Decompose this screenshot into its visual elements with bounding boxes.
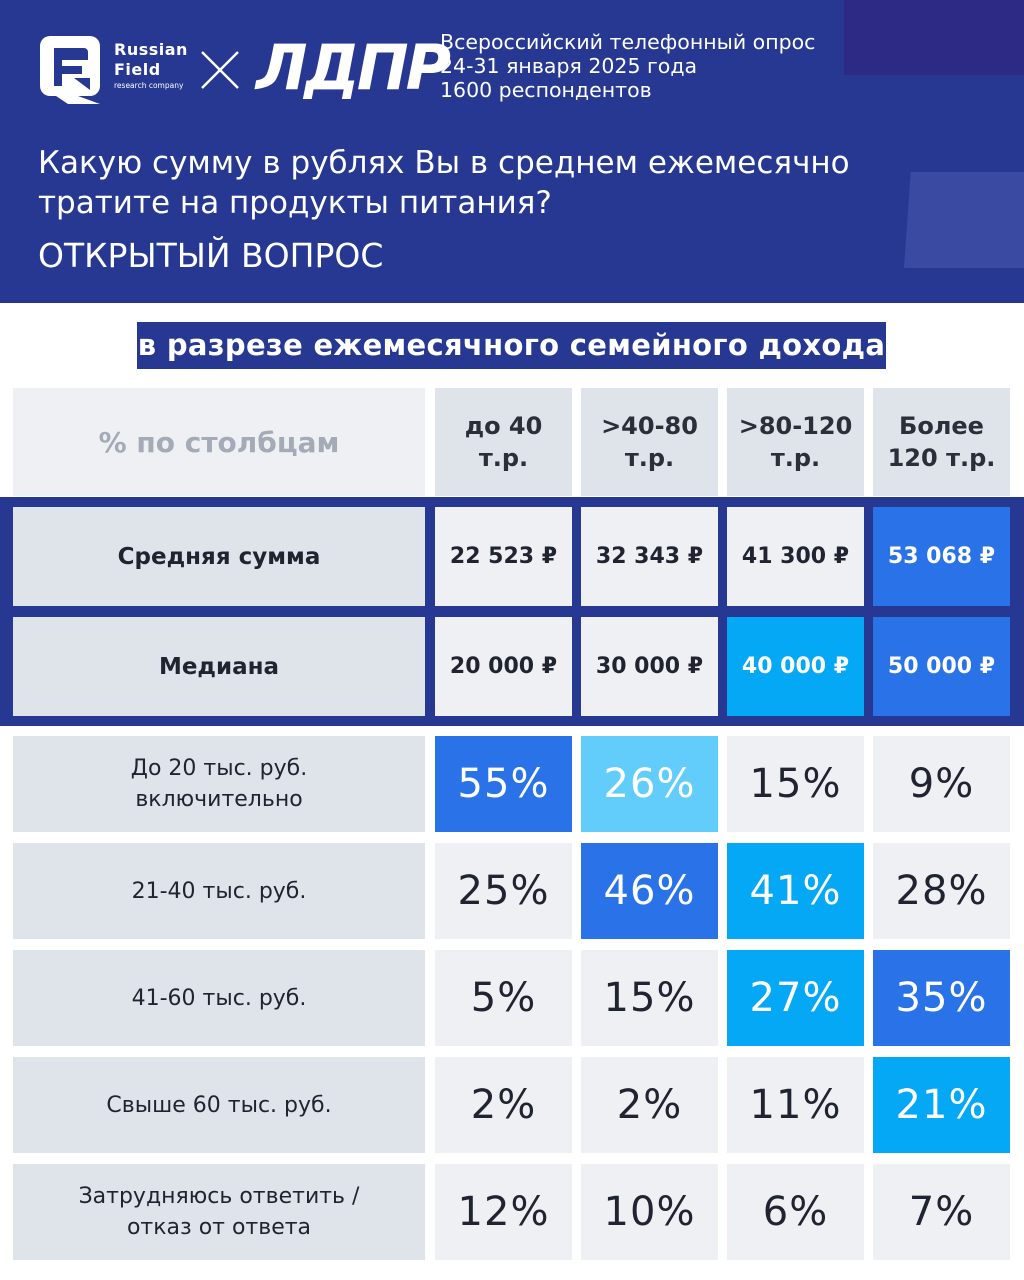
table-cell: 15%	[727, 736, 864, 832]
table-cell: 11%	[727, 1057, 864, 1153]
table-cell: 15%	[581, 950, 718, 1046]
table-cell: 30 000 ₽	[581, 617, 718, 716]
row-label: До 20 тыс. руб. включительно	[13, 736, 425, 832]
table-cell: 2%	[581, 1057, 718, 1153]
question-line: Какую сумму в рублях Вы в среднем ежемес…	[38, 145, 850, 181]
table-cell: 40 000 ₽	[727, 617, 864, 716]
cross-icon	[201, 51, 239, 89]
table-cell: 53 068 ₽	[873, 507, 1010, 606]
table-cell: 55%	[435, 736, 572, 832]
table-cell: 28%	[873, 843, 1010, 939]
table-cell: 12%	[435, 1164, 572, 1260]
table-cell: 41 300 ₽	[727, 507, 864, 606]
table-cell: 41%	[727, 843, 864, 939]
table-cell: 50 000 ₽	[873, 617, 1010, 716]
table-cell: 27%	[727, 950, 864, 1046]
row-label: Свыше 60 тыс. руб.	[13, 1057, 425, 1153]
header: Russian Field research company ЛДПР Всер…	[0, 0, 1024, 303]
row-label: 41-60 тыс. руб.	[13, 950, 425, 1046]
brand-line: Field	[114, 60, 161, 79]
table-corner-label: % по столбцам	[13, 388, 425, 496]
table-cell: 26%	[581, 736, 718, 832]
table-cell: 35%	[873, 950, 1010, 1046]
survey-info-line: Всероссийский телефонный опрос	[440, 30, 816, 54]
survey-info-line: 24-31 января 2025 года	[440, 54, 698, 78]
table-cell: 5%	[435, 950, 572, 1046]
column-header: >40-80 т.р.	[581, 388, 718, 496]
brand-line: Russian	[114, 40, 188, 59]
partner-logo: ЛДПР	[256, 31, 451, 104]
table-cell: 21%	[873, 1057, 1010, 1153]
row-label: Средняя сумма	[13, 507, 425, 606]
table-cell: 2%	[435, 1057, 572, 1153]
column-header: >80-120 т.р.	[727, 388, 864, 496]
table-cell: 7%	[873, 1164, 1010, 1260]
table-cell: 22 523 ₽	[435, 507, 572, 606]
table-cell: 20 000 ₽	[435, 617, 572, 716]
table-cell: 25%	[435, 843, 572, 939]
row-label: Затрудняюсь ответить / отказ от ответа	[13, 1164, 425, 1260]
column-header: Более 120 т.р.	[873, 388, 1010, 496]
survey-info-line: 1600 респондентов	[440, 78, 652, 102]
brand-name: Russian Field research company	[114, 40, 188, 92]
table-cell: 6%	[727, 1164, 864, 1260]
survey-info: Всероссийский телефонный опрос 24-31 янв…	[440, 30, 815, 102]
question-line: тратите на продукты питания?	[38, 185, 552, 221]
subtitle-banner: в разрезе ежемесячного семейного дохода	[137, 322, 886, 369]
russian-field-logo-icon	[40, 36, 100, 104]
row-label: 21-40 тыс. руб.	[13, 843, 425, 939]
question-title: Какую сумму в рублях Вы в среднем ежемес…	[38, 143, 918, 223]
header-decoration	[844, 0, 1024, 75]
table-cell: 32 343 ₽	[581, 507, 718, 606]
question-type: ОТКРЫТЫЙ ВОПРОС	[38, 236, 384, 275]
table-cell: 9%	[873, 736, 1010, 832]
table-cell: 46%	[581, 843, 718, 939]
table-cell: 10%	[581, 1164, 718, 1260]
header-decoration	[904, 172, 1024, 268]
column-header: до 40 т.р.	[435, 388, 572, 496]
row-label: Медиана	[13, 617, 425, 716]
brand-tagline: research company	[114, 81, 184, 90]
